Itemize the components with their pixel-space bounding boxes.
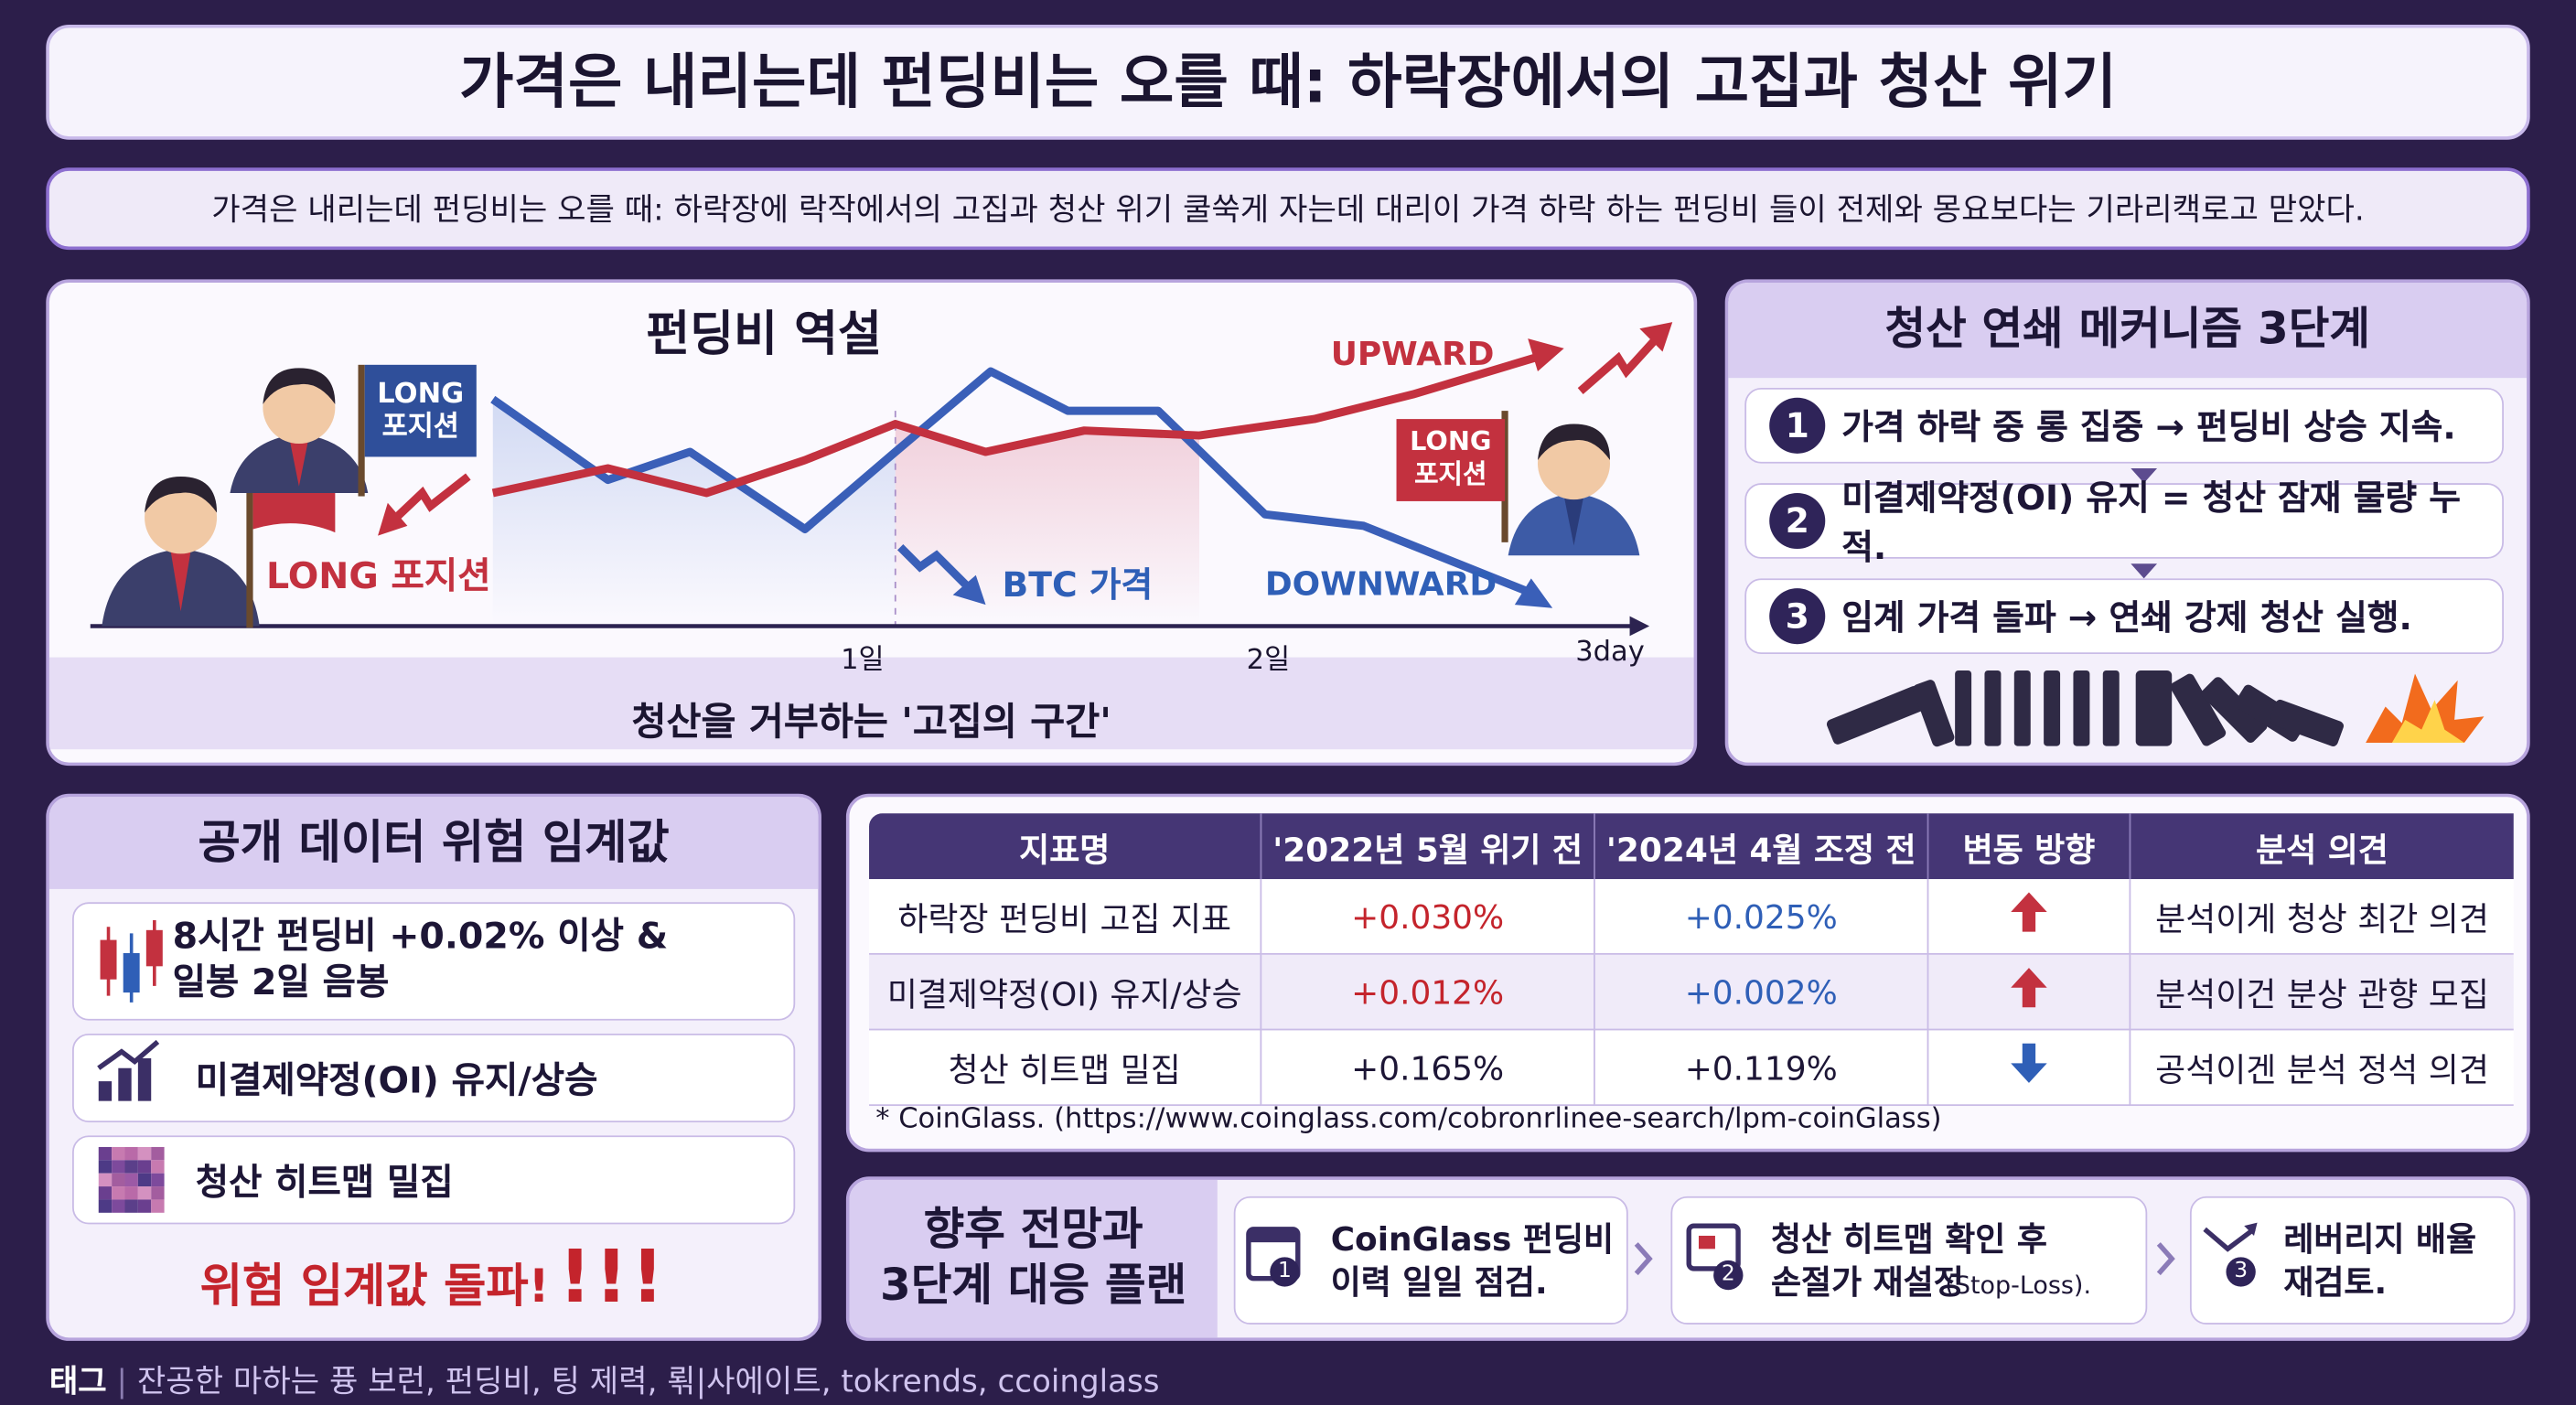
step-number: 2 (1769, 492, 1826, 550)
upward-label: UPWARD (1330, 333, 1495, 373)
plan-panel: 향후 전망과 3단계 대응 플랜 CoinGlass 펀딩비 이력 일일 점검.… (845, 1176, 2530, 1341)
cell: 하락장 펀딩비 고집 지표 (869, 879, 1262, 955)
th: 지표명 (869, 813, 1262, 880)
arrow-shape (2011, 1043, 2047, 1083)
long-label: LONG 포지션 (265, 557, 491, 598)
step-text: 미결제약정(OI) 유지 = 청산 잠재 물량 누적. (1841, 477, 2461, 567)
step-text: 가격 하락 중 롱 집중 → 펀딩비 상승 지속. (1841, 407, 2456, 447)
paradox-title: 펀딩비 역설 (646, 306, 882, 362)
th: 변동 방향 (1927, 813, 2131, 880)
alert: 위험 임계값 돌파! !!! (49, 1235, 818, 1335)
threshold-item: 8시간 펀딩비 +0.02% 이상 & 일봉 2일 음봉 (72, 902, 796, 1021)
direction-arrow (2011, 1043, 2047, 1083)
source-note: * CoinGlass. (https://www.coinglass.com/… (875, 1102, 1942, 1136)
axis-label: 2일 (1246, 644, 1291, 678)
step-number: 1 (1769, 397, 1826, 454)
cell: +0.025% (1594, 879, 1929, 955)
plan-number: 1 (1270, 1257, 1300, 1287)
threshold-title: 공개 데이터 위험 임계값 (48, 797, 819, 889)
th: 분석 의견 (2130, 813, 2514, 880)
cell: 분석이건 분상 관향 모집 (2130, 953, 2514, 1031)
th: '2024년 4월 조정 전 (1594, 813, 1929, 880)
cell: 공석이겐 분석 정석 의견 (2130, 1029, 2514, 1107)
arrow-shape (2011, 892, 2047, 932)
threshold-text: 미결제약정(OI) 유지/상승 (195, 1061, 598, 1103)
plan-number: 2 (1713, 1260, 1744, 1291)
mechanism-step: 3 임계 가격 돌파 → 연쇄 강제 청산 실행. (1744, 578, 2504, 655)
cell: 미결제약정(OI) 유지/상승 (869, 953, 1262, 1031)
threshold-text: 청산 히트맵 밀집 (195, 1163, 454, 1205)
alert-marks: !!! (558, 1235, 668, 1320)
table-row: 하락장 펀딩비 고집 지표 +0.030% +0.025% 분석이게 청상 최간 의견 (869, 879, 2514, 955)
plan-number: 3 (2226, 1257, 2256, 1287)
downward-label: DOWNWARD (1264, 563, 1497, 604)
footer: 태그 | 잔공한 마하는 퓽 보런, 펀딩비, 팅 제력, 뢲|사에이트, to… (48, 1364, 1160, 1400)
threshold-item: 미결제약정(OI) 유지/상승 (72, 1033, 796, 1123)
alert-text: 위험 임계값 돌파! (199, 1259, 550, 1314)
caption-band (48, 657, 1694, 750)
data-table: 지표명 '2022년 5월 위기 전 '2024년 4월 조정 전 변동 방향 … (869, 813, 2514, 1107)
plan-text: 청산 히트맵 확인 후 손절가 재설정 (1771, 1218, 2047, 1302)
th: '2022년 5월 위기 전 (1261, 813, 1595, 880)
sign-label: LONG 포지션 (1410, 425, 1492, 490)
threshold-item: 청산 히트맵 밀집 (72, 1135, 796, 1225)
plan-text: 레버리지 배율 재검토. (2283, 1218, 2477, 1302)
title-box: 가격은 내리는데 펀딩비는 오를 때: 하락장에서의 고집과 청산 위기 (46, 24, 2530, 140)
plan-step: 청산 히트맵 확인 후 손절가 재설정 (Stop-Loss). (1670, 1196, 2148, 1325)
cell: +0.030% (1261, 879, 1595, 955)
cell (1927, 879, 2131, 955)
cell: +0.165% (1261, 1029, 1595, 1107)
plan-small: (Stop-Loss). (1945, 1270, 2092, 1301)
plan-text: CoinGlass 펀딩비 이력 일일 점검. (1330, 1218, 1615, 1302)
cell: +0.002% (1594, 953, 1929, 1031)
table-row: 청산 히트맵 밀집 +0.165% +0.119% 공석이겐 분석 정석 의견 (869, 1029, 2514, 1107)
btc-label: BTC 가격 (1002, 564, 1154, 606)
arrow-shape (2011, 968, 2047, 1008)
direction-arrow (2011, 892, 2047, 932)
mechanism-step: 1 가격 하락 중 롱 집중 → 펀딩비 상승 지속. (1744, 387, 2504, 464)
mechanism-step: 2 미결제약정(OI) 유지 = 청산 잠재 물량 누적. (1744, 478, 2504, 567)
cell: 분석이게 청상 최간 의견 (2130, 879, 2514, 955)
table-panel: 지표명 '2022년 5월 위기 전 '2024년 4월 조정 전 변동 방향 … (845, 793, 2530, 1153)
table-row: 미결제약정(OI) 유지/상승 +0.012% +0.002% 분석이건 분상 관향 … (869, 953, 2514, 1031)
mechanism-title: 청산 연쇄 메커니즘 3단계 (1728, 282, 2528, 379)
subtitle: 가격은 내리는데 펀딩비는 오를 때: 하락장에 락작에서의 고집과 청산 위기… (211, 192, 2365, 229)
header-row: 지표명 '2022년 5월 위기 전 '2024년 4월 조정 전 변동 방향 … (869, 813, 2514, 880)
cell: +0.119% (1594, 1029, 1929, 1107)
threshold-panel: 공개 데이터 위험 임계값 8시간 펀딩비 +0.02% 이상 & 일봉 2일 … (46, 793, 821, 1341)
axis-label: 1일 (841, 644, 885, 678)
cell (1927, 953, 2131, 1031)
caption: 청산을 거부하는 '고집의 구간' (631, 702, 1111, 745)
axis-label: 3day (1575, 636, 1645, 670)
cell: +0.012% (1261, 953, 1595, 1031)
step-number: 3 (1769, 588, 1826, 645)
step-text: 임계 가격 돌파 → 연쇄 강제 청산 실행. (1841, 597, 2412, 638)
footer-tags: 잔공한 마하는 퓽 보런, 펀딩비, 팅 제력, 뢲|사에이트, tokrend… (136, 1364, 1160, 1400)
footer-label: 태그 (48, 1364, 107, 1400)
cell (1927, 1029, 2131, 1107)
title: 가격은 내리는데 펀딩비는 오를 때: 하락장에서의 고집과 청산 위기 (459, 48, 2117, 117)
direction-arrow (2011, 968, 2047, 1008)
cell: 청산 히트맵 밀집 (869, 1029, 1262, 1107)
flag-label: LONG 포지션 (377, 378, 465, 445)
threshold-text: 8시간 펀딩비 +0.02% 이상 & 일봉 2일 음봉 (172, 917, 669, 1004)
plan-title: 향후 전망과 3단계 대응 플랜 (849, 1179, 1218, 1338)
subtitle-box: 가격은 내리는데 펀딩비는 오를 때: 하락장에 락작에서의 고집과 청산 위기… (46, 167, 2530, 251)
